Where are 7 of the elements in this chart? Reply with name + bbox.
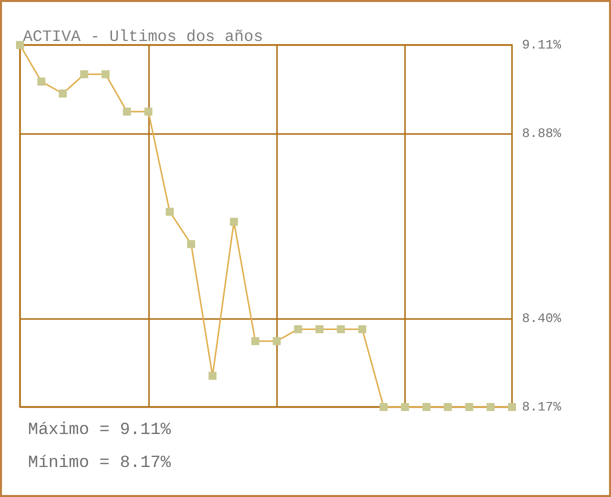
y-tick-label: 8.40% (522, 310, 562, 326)
y-tick-label: 8.88% (522, 126, 562, 142)
chart-title: ACTIVA - Ultimos dos años (23, 28, 264, 46)
y-tick-label: 8.17% (522, 400, 562, 414)
text: Máximo = 9.11% (28, 421, 172, 440)
text: Mínimo = 8.17% (28, 454, 172, 473)
y-tick-label: 9.11% (522, 38, 562, 52)
